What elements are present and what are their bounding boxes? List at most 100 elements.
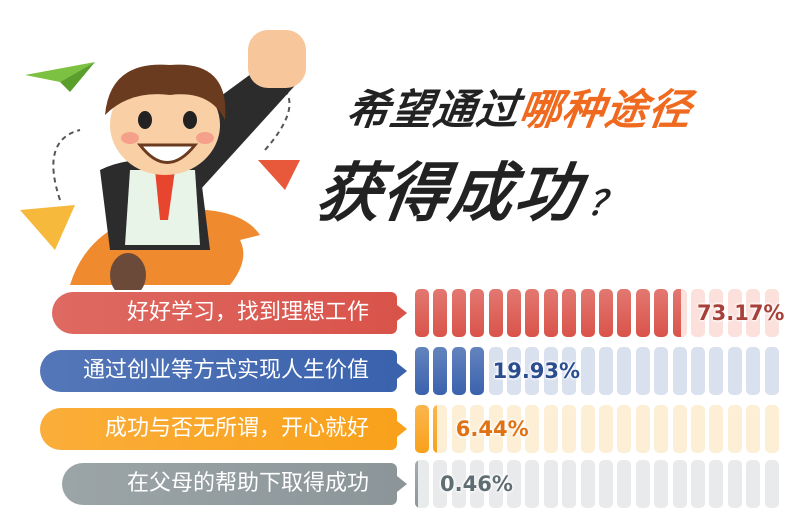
bar-segment [746,289,761,337]
bar-segment [599,289,613,337]
value-label: 19.93% [492,359,581,383]
bar-segment [654,460,669,508]
bar-fill [451,289,466,337]
bar-segment [580,289,595,337]
bar-segment [746,460,761,508]
bar-segment [727,347,742,395]
bar-segment [562,460,577,508]
bar-fill [507,289,521,337]
bar-segment [562,347,577,395]
bar-segment [543,405,558,453]
bar-segment [599,460,613,508]
bar-row [415,289,781,337]
bar-segment [470,289,485,337]
bar-segment [654,347,669,395]
bar-segment [635,405,650,453]
category-label: 通过创业等方式实现人生价值 [40,350,407,392]
bar-fill [617,289,632,337]
bar-segment [727,405,742,453]
bar-segment [672,460,687,508]
bar-fill [433,405,438,453]
bar-row [415,405,781,453]
bar-segment [746,347,761,395]
bar-fill [415,289,429,337]
bar-segment [488,289,503,337]
bar-fill [672,289,682,337]
bar-segment [654,405,669,453]
bar-segment [635,460,650,508]
bar-fill [580,289,595,337]
paper-plane-green-icon [25,62,95,82]
bar-segment [709,289,724,337]
bar-fill [470,347,484,395]
bar-segment [691,347,705,395]
bar-segment [580,460,595,508]
title-line-2: 获得成功？ [312,142,633,234]
bar-fill [525,289,540,337]
bar-fill [635,289,650,337]
bar-segment [617,405,632,453]
bar-segment [543,289,558,337]
bar-segment [488,460,503,508]
bar-segment [709,405,724,453]
bar-segment [507,289,521,337]
bar-segment [691,289,705,337]
bar-segment [415,405,429,453]
title-main: 获得成功 [311,157,587,231]
bar-segment [691,405,705,453]
bar-segment [635,347,650,395]
category-label: 在父母的帮助下取得成功 [62,463,407,505]
bar-fill [599,289,613,337]
title-question-mark: ？ [584,184,627,224]
bar-fill [470,289,485,337]
bar-segment [617,289,632,337]
bar-fill [543,289,558,337]
value-label: 0.46% [440,472,513,496]
bar-segment [433,405,448,453]
bar-segment [764,405,779,453]
bar-fill [415,347,429,395]
bar-segment [599,347,613,395]
bar-row [415,347,781,395]
bar-fill [433,347,448,395]
bar-segment [672,347,687,395]
bar-segment [451,347,466,395]
bar-segment [599,405,613,453]
bar-fill [488,289,503,337]
bar-segment [470,460,485,508]
bar-segment [727,289,742,337]
bar-segment [488,405,503,453]
bar-segment [562,289,577,337]
bar-segment [709,347,724,395]
bar-fill [433,289,448,337]
bar-segment [488,347,503,395]
title-prefix: 希望通过 [344,85,524,134]
value-label: 73.17% [697,301,785,325]
bar-segment [764,347,779,395]
bar-segment [451,460,466,508]
bar-fill [654,289,669,337]
bar-segment [580,347,595,395]
title-highlight: 哪种途径 [516,85,696,134]
bar-segment [543,347,558,395]
bar-segment [415,289,429,337]
bar-segment [525,460,540,508]
bar-segment [525,347,540,395]
category-label: 好好学习，找到理想工作 [52,292,407,334]
value-label: 6.44% [455,417,529,441]
cartoon-businessman-illustration [20,30,306,290]
bar-segment [691,460,705,508]
bar-segment [415,460,429,508]
paper-plane-yellow-icon [20,205,75,250]
bar-segment [470,405,485,453]
bar-segment [635,289,650,337]
bar-segment [562,405,577,453]
bar-row [415,460,781,508]
bar-segment [433,289,448,337]
bar-segment [580,405,595,453]
bar-segment [709,460,724,508]
bar-fill [415,460,418,508]
category-label: 成功与否无所谓，开心就好 [40,408,407,450]
bar-segment [433,460,448,508]
bar-fill [451,347,466,395]
